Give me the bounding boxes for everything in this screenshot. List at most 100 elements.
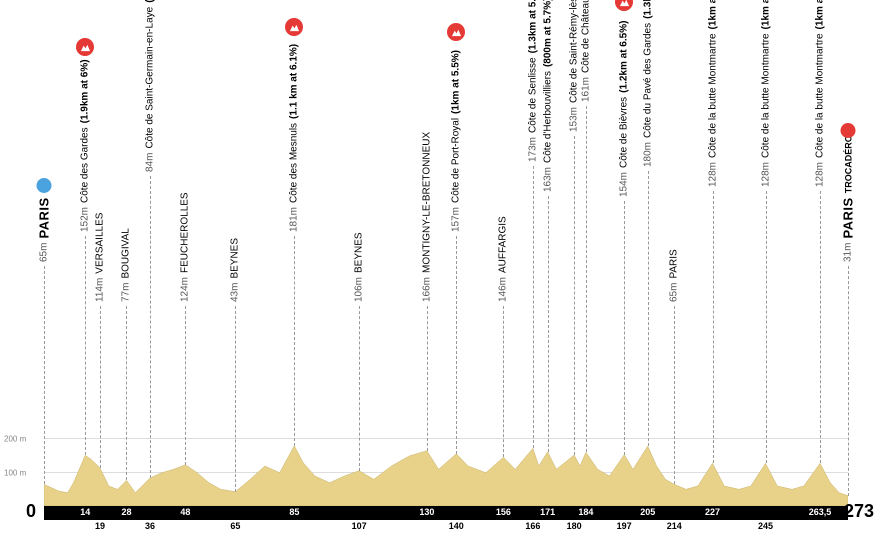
point-dash-line xyxy=(674,306,675,484)
point-name: Côte de la butte Montmartre xyxy=(760,33,771,158)
point-dash-line xyxy=(533,166,534,448)
point-name: Côte de Port-Royal xyxy=(451,118,462,203)
point-dash-line xyxy=(126,306,127,480)
point-name: Côte des Mesnuls xyxy=(289,123,300,203)
point-altitude: 161m xyxy=(580,77,591,102)
point-label: 65mPARIS xyxy=(669,249,680,302)
point-dash-line xyxy=(44,266,45,484)
km-tick-label: 180 xyxy=(567,521,582,531)
km-end-label: 273 xyxy=(844,501,874,522)
point-altitude: 152m xyxy=(80,207,91,232)
point-dash-line xyxy=(235,306,236,492)
y-axis-tick-label: 200 m xyxy=(4,435,26,444)
point-label: 154mCôte de Bièvres(1.2km at 6.5%) xyxy=(619,21,630,197)
point-label: 166m MONTIGNY-LE-BRETONNEUX xyxy=(421,132,432,302)
km-tick-label: 140 xyxy=(449,521,464,531)
point-label: 65m PARIS xyxy=(37,197,52,262)
point-dash-line xyxy=(456,236,457,454)
point-detail: (1km at 6.5%) xyxy=(760,0,771,29)
point-altitude: 154m xyxy=(619,172,630,197)
km-tick-label: 19 xyxy=(95,521,105,531)
point-label: 77m BOUGIVAL xyxy=(121,228,132,302)
point-altitude: 77m xyxy=(121,283,132,302)
point-name: FEUCHEROLLES xyxy=(180,192,191,273)
point-altitude: 146m xyxy=(498,277,509,302)
point-name: PARIS xyxy=(669,249,680,278)
point-name: Côte d'Herbouvilliers xyxy=(542,71,553,163)
point-dash-line xyxy=(503,306,504,457)
point-name: AUFFARGIS xyxy=(498,216,509,273)
point-sublabel: TROCADÉRO xyxy=(843,135,853,193)
point-detail: (1.9km at 6%) xyxy=(80,59,91,123)
km-tick-label: 205 xyxy=(640,507,655,517)
point-label: 173mCôte de Senlisse(1.3km at 5.3%) xyxy=(527,0,538,162)
point-dash-line xyxy=(624,201,625,455)
point-detail: (1.2km at 6.5%) xyxy=(619,21,630,93)
point-label: 31mPARISTROCADÉRO xyxy=(841,135,856,262)
point-label: 128mCôte de la butte Montmartre(1km at 6… xyxy=(707,0,718,187)
point-label: 124m FEUCHEROLLES xyxy=(180,192,191,302)
point-label: 128mCôte de la butte Montmartre(1km at 6… xyxy=(815,0,826,187)
km-start-label: 0 xyxy=(26,501,36,522)
point-name: Côte de Saint-Rémy-lès-Chevreuse xyxy=(569,0,580,103)
point-label: 157m Côte de Port-Royal (1km at 5.5%) xyxy=(451,50,462,232)
point-dash-line xyxy=(848,266,849,496)
point-altitude: 128m xyxy=(707,162,718,187)
point-label: 114mVERSAILLES xyxy=(94,213,105,302)
point-label: 163m Côte d'Herbouvilliers (800m at 5.7%) xyxy=(542,0,553,192)
point-detail: (800m at 5.7%) xyxy=(542,0,553,67)
point-altitude: 114m xyxy=(94,278,105,302)
finish-marker-icon xyxy=(841,123,856,138)
km-tick-label: 184 xyxy=(578,507,593,517)
point-label: 181mCôte des Mesnuls(1.1 km at 6.1%) xyxy=(289,44,300,232)
km-tick-label: 166 xyxy=(525,521,540,531)
km-tick-label: 14 xyxy=(80,507,90,517)
point-label: 152mCôte des Gardes(1.9km at 6%) xyxy=(80,59,91,232)
point-detail: (1km at 6.5%) xyxy=(815,0,826,29)
climb-marker-icon xyxy=(447,23,465,41)
point-label: 153mCôte de Saint-Rémy-lès-Chevreuse(1.3… xyxy=(569,0,580,132)
point-altitude: 128m xyxy=(760,162,771,187)
km-tick-label: 28 xyxy=(121,507,131,517)
point-name: BEYNES xyxy=(354,232,365,273)
point-label: 84mCôte de Saint-Germain-en-Laye(1km at … xyxy=(145,0,156,172)
km-tick-label: 130 xyxy=(419,507,434,517)
point-dash-line xyxy=(294,236,295,446)
point-label: 146m AUFFARGIS xyxy=(498,216,509,302)
point-name: PARIS xyxy=(37,197,52,238)
km-tick-label: 227 xyxy=(705,507,720,517)
point-name: BEYNES xyxy=(230,238,241,279)
point-altitude: 124m xyxy=(180,277,191,302)
point-altitude: 181m xyxy=(289,207,300,232)
point-altitude: 157m xyxy=(451,207,462,232)
point-detail: (1.3km at 6.5%) xyxy=(642,0,653,19)
start-marker-icon xyxy=(37,178,52,193)
climb-marker-icon xyxy=(615,0,633,11)
point-detail: (1km at 5.5%) xyxy=(451,50,462,114)
point-dash-line xyxy=(150,176,151,478)
point-altitude: 163m xyxy=(542,167,553,192)
km-tick-label: 85 xyxy=(289,507,299,517)
point-dash-line xyxy=(85,236,86,455)
point-name: Côte de la butte Montmartre xyxy=(707,33,718,158)
point-dash-line xyxy=(359,306,360,471)
climb-marker-icon xyxy=(76,38,94,56)
point-label: 106mBEYNES xyxy=(354,232,365,302)
point-dash-line xyxy=(586,106,587,452)
point-dash-line xyxy=(185,306,186,465)
point-altitude: 65m xyxy=(39,243,50,262)
km-tick-label: 263,5 xyxy=(809,507,832,517)
point-name: BOUGIVAL xyxy=(121,228,132,278)
point-label: 43mBEYNES xyxy=(230,238,241,302)
km-tick-label: 48 xyxy=(180,507,190,517)
point-name: Côte de Châteaufort xyxy=(580,0,591,73)
km-tick-label: 245 xyxy=(758,521,773,531)
point-label: 161mCôte de Châteaufort(900m at 5.7%) xyxy=(580,0,591,102)
point-name: Côte de la butte Montmartre xyxy=(815,33,826,158)
point-altitude: 153m xyxy=(569,107,580,132)
point-detail: (1km at 5.5%) xyxy=(145,0,156,3)
km-tick-label: 197 xyxy=(617,521,632,531)
climb-marker-icon xyxy=(285,18,303,36)
point-altitude: 166m xyxy=(421,277,432,302)
point-name: MONTIGNY-LE-BRETONNEUX xyxy=(421,132,432,273)
